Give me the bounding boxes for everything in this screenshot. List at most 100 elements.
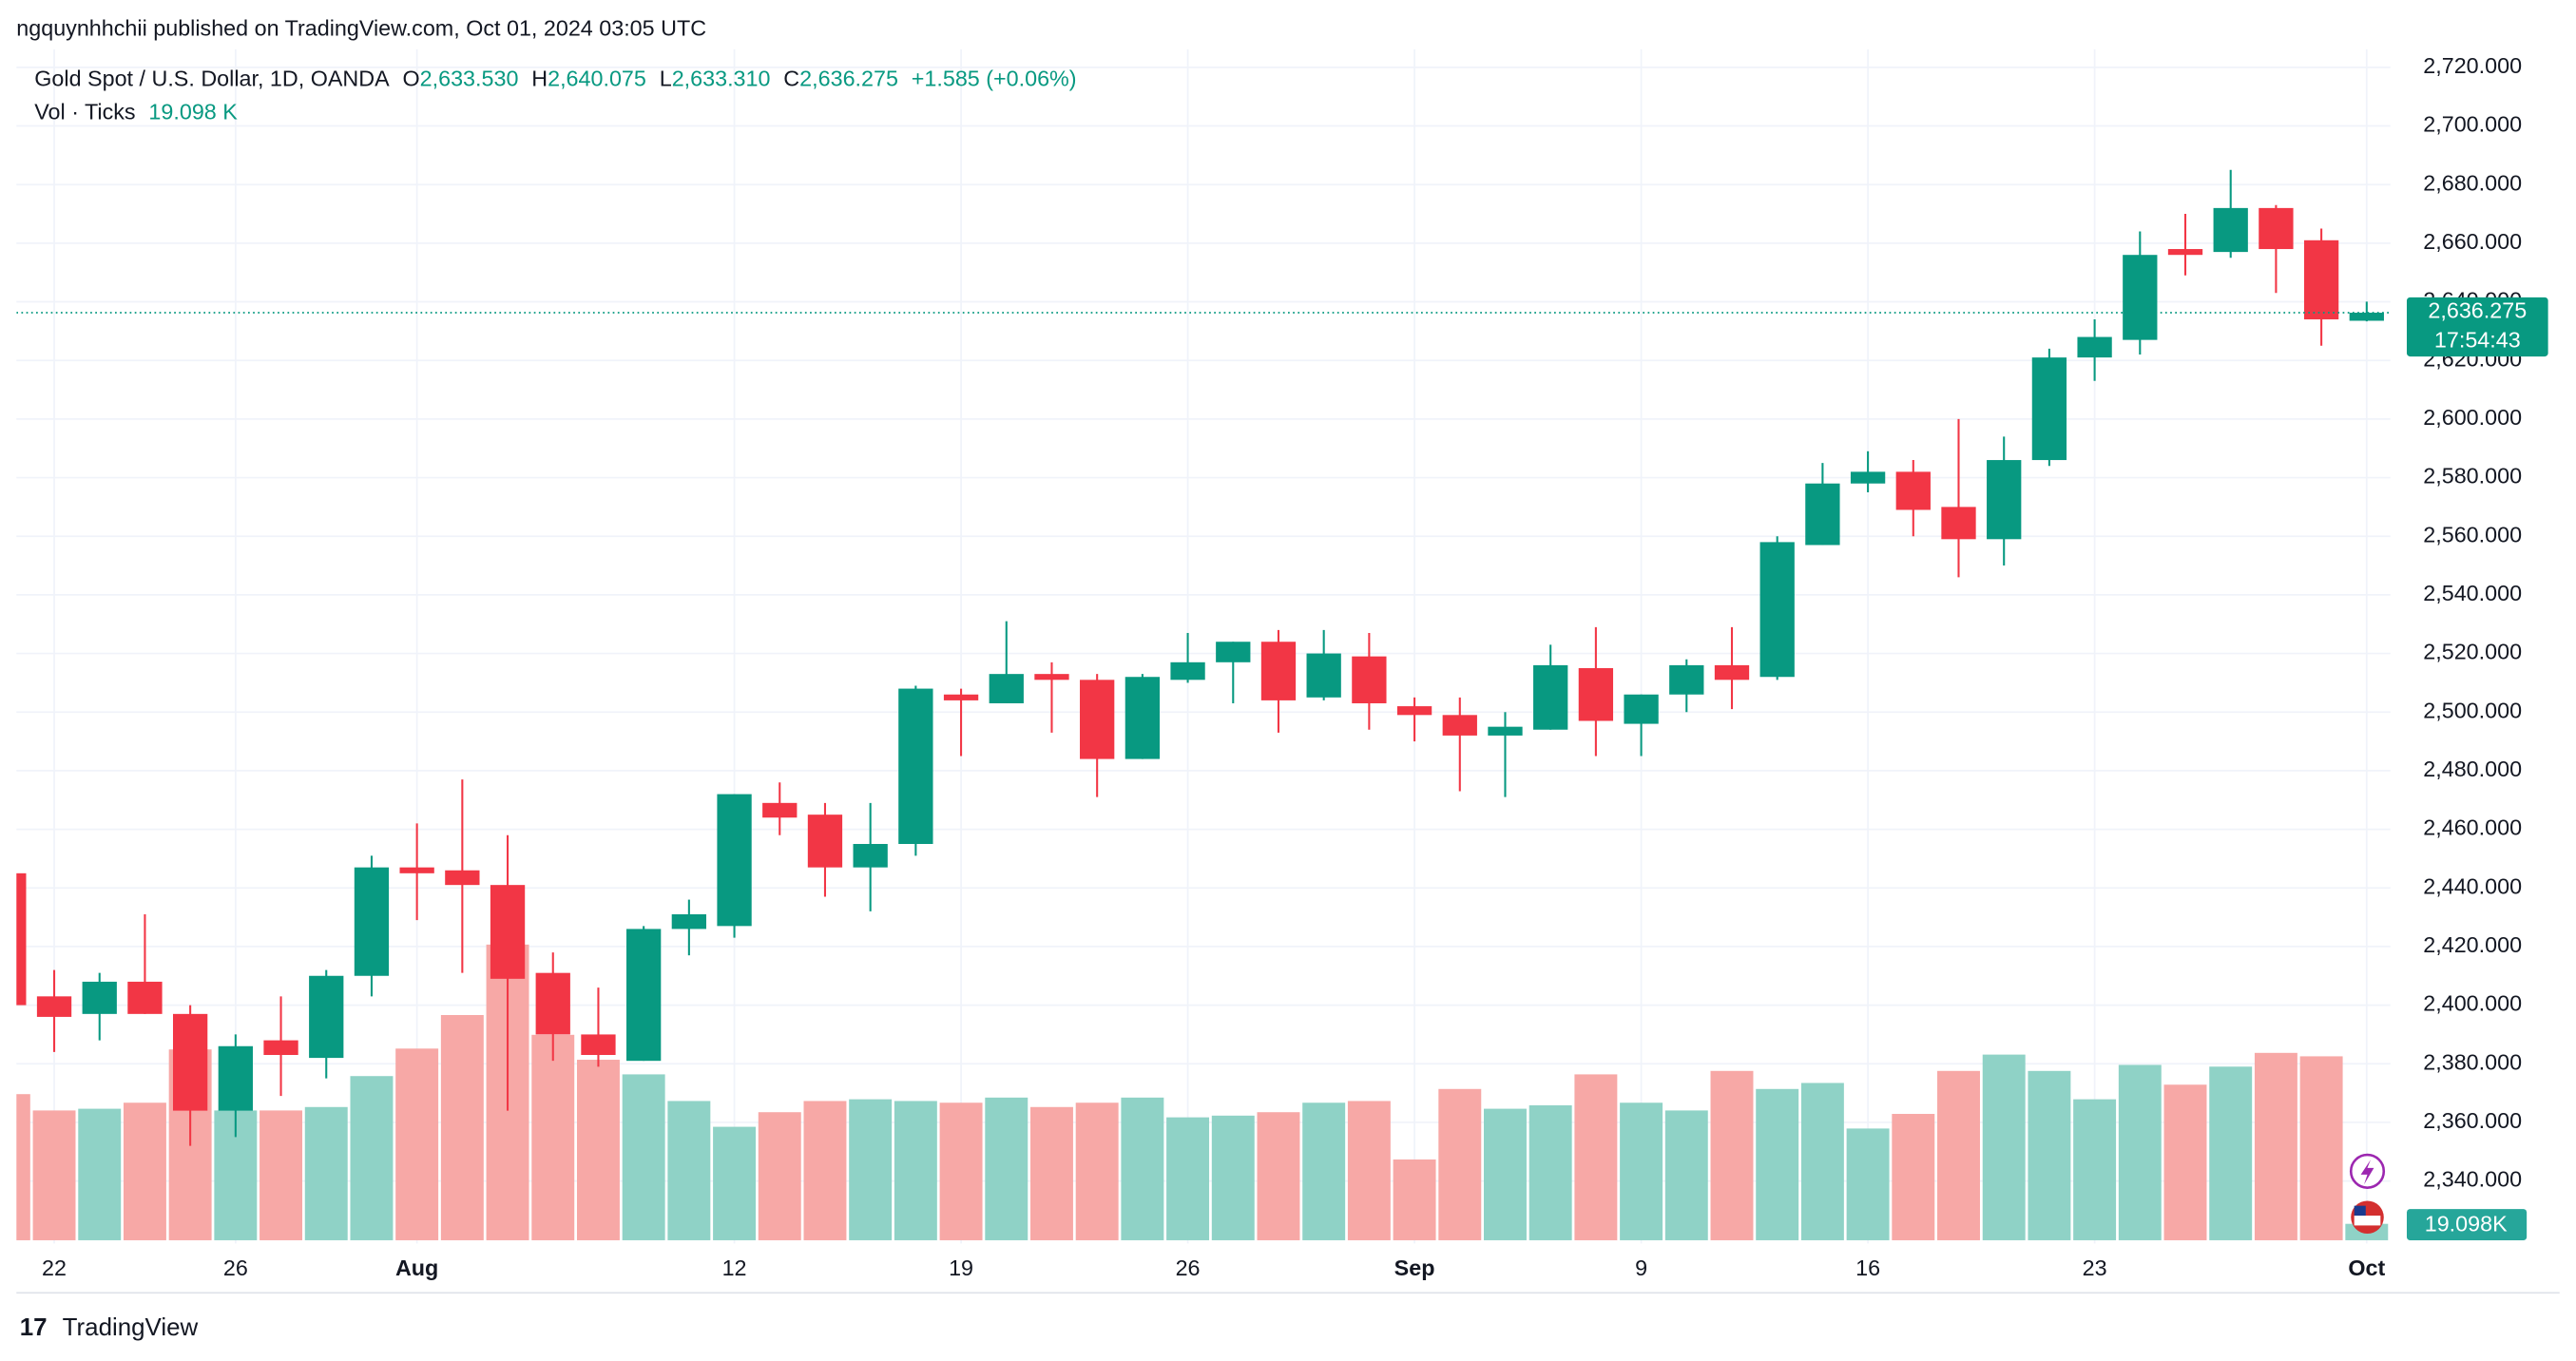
- candle-body: [898, 688, 933, 844]
- candle-body: [1714, 664, 1750, 680]
- candle-body: [671, 913, 707, 930]
- volume-bar: [1574, 1074, 1618, 1240]
- y-tick-label: 2,400.000: [2423, 991, 2522, 1016]
- volume-bar: [1302, 1102, 1346, 1240]
- volume-bar: [350, 1076, 394, 1240]
- y-tick-label: 2,420.000: [2423, 932, 2522, 957]
- candle-body: [263, 1040, 298, 1056]
- volume-bar: [1800, 1083, 1844, 1240]
- candle-body: [309, 975, 344, 1059]
- x-tick-label: Oct: [2348, 1256, 2385, 1280]
- y-tick-label: 2,460.000: [2423, 815, 2522, 840]
- symbol: Gold Spot / U.S. Dollar, 1D, OANDA: [34, 67, 390, 91]
- candle-body: [717, 794, 752, 927]
- candle-body: [1034, 674, 1069, 680]
- y-tick-label: 2,680.000: [2423, 170, 2522, 195]
- vol-value: 19.098 K: [148, 99, 238, 124]
- volume-bar: [32, 1110, 76, 1240]
- x-tick-label: 23: [2083, 1256, 2107, 1280]
- l-label: L: [660, 67, 672, 91]
- candle-body: [1941, 507, 1976, 540]
- volume-bar: [1257, 1112, 1300, 1240]
- candle-body: [1080, 680, 1115, 759]
- candle-body: [626, 929, 662, 1062]
- volume-bar: [1121, 1097, 1164, 1240]
- price-box: [2406, 297, 2548, 357]
- volume-bar: [1075, 1102, 1119, 1240]
- candle-body: [1306, 653, 1341, 698]
- candle-body: [1396, 706, 1432, 716]
- candle-body: [1170, 661, 1205, 680]
- candle-body: [2077, 336, 2112, 358]
- x-tick-label: 9: [1635, 1256, 1647, 1280]
- volume-bar: [1982, 1054, 2026, 1240]
- x-tick-label: 26: [223, 1256, 248, 1280]
- volume-bar: [758, 1112, 801, 1240]
- candle-body: [1442, 715, 1477, 736]
- candle-body: [127, 981, 163, 1014]
- y-tick-label: 2,520.000: [2423, 640, 2522, 664]
- volume-bar: [1393, 1159, 1436, 1240]
- volume-bar: [1756, 1088, 1799, 1240]
- candle-body: [1805, 483, 1840, 546]
- candle-body: [1533, 664, 1568, 730]
- volume-bar: [667, 1101, 711, 1240]
- candle-body: [2031, 357, 2067, 461]
- h-value: 2,640.075: [548, 67, 646, 91]
- candle-body: [2123, 255, 2158, 340]
- candle-body: [2167, 249, 2203, 256]
- volume-bar: [622, 1074, 665, 1240]
- volume-bar: [1620, 1102, 1663, 1240]
- x-tick-label: Aug: [395, 1256, 438, 1280]
- c-value: 2,636.275: [799, 67, 898, 91]
- volume-bar: [939, 1102, 983, 1240]
- candle-body: [807, 815, 843, 868]
- volume-bar: [2073, 1099, 2117, 1240]
- candle-body: [1624, 694, 1659, 724]
- candle-body: [82, 981, 117, 1014]
- candle-body: [1578, 667, 1614, 721]
- logo-mark: 17: [20, 1314, 48, 1341]
- volume-bar: [1211, 1115, 1255, 1240]
- l-value: 2,633.310: [672, 67, 771, 91]
- candle-body: [490, 885, 526, 979]
- candle-body: [354, 867, 390, 976]
- volume-bar: [1166, 1117, 1210, 1240]
- candle-body: [16, 872, 27, 1006]
- y-tick-label: 2,440.000: [2423, 873, 2522, 898]
- volume-bar: [803, 1101, 847, 1240]
- y-tick-label: 2,700.000: [2423, 112, 2522, 137]
- volume-bar: [260, 1110, 303, 1240]
- candle-body: [762, 802, 798, 818]
- volume-bar: [2163, 1084, 2207, 1240]
- candle-body: [1125, 677, 1161, 759]
- candle-body: [2349, 313, 2384, 321]
- y-tick-label: 2,500.000: [2423, 698, 2522, 722]
- y-tick-label: 2,660.000: [2423, 229, 2522, 254]
- candle-body: [1669, 664, 1704, 695]
- volume-bar: [1710, 1070, 1754, 1240]
- volume-bar: [440, 1015, 484, 1240]
- legend-volume: Vol · Ticks 19.098 K: [34, 99, 238, 124]
- volume-bar: [576, 1060, 620, 1240]
- volume-bar: [16, 1094, 30, 1240]
- volume-bar: [1937, 1070, 1980, 1240]
- volume-bar: [2209, 1066, 2253, 1240]
- volume-bar: [1484, 1108, 1527, 1240]
- countdown: 17:54:43: [2434, 328, 2521, 353]
- flag-stripe: [2354, 1216, 2381, 1226]
- volume-bar: [894, 1101, 937, 1240]
- volume-bar: [78, 1108, 122, 1240]
- volume-bar: [2118, 1064, 2162, 1240]
- legend-ohlc: Gold Spot / U.S. Dollar, 1D, OANDA O2,633…: [34, 67, 1076, 91]
- candle-body: [1260, 642, 1297, 700]
- x-tick-label: 26: [1176, 1256, 1201, 1280]
- volume-bar: [1438, 1088, 1482, 1240]
- candle-body: [535, 972, 570, 1035]
- y-tick-label: 2,580.000: [2423, 464, 2522, 489]
- y-tick-label: 2,720.000: [2423, 53, 2522, 78]
- candle-body: [172, 1013, 208, 1111]
- volume-bar: [2299, 1056, 2343, 1240]
- volume-bar: [1030, 1106, 1073, 1240]
- flag-canton: [2354, 1205, 2366, 1217]
